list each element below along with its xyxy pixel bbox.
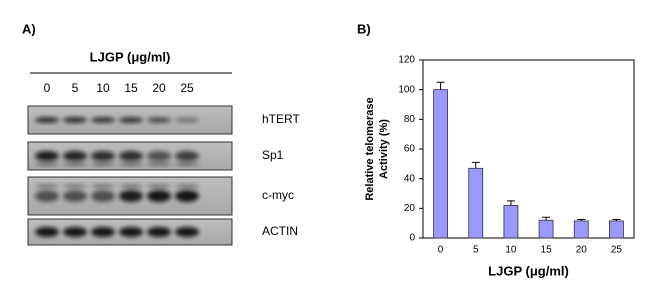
lane-label: 10 <box>96 81 110 95</box>
blot-band <box>147 190 171 202</box>
lane-label: 5 <box>72 81 79 95</box>
blot-band <box>35 151 59 161</box>
blot-band <box>119 151 143 161</box>
blot-band <box>119 184 143 188</box>
blot-band <box>175 227 199 237</box>
x-tick-label: 0 <box>438 245 444 256</box>
western-blot: 0 5 10 15 20 25 hTERT Sp1 c-myc ACTIN <box>27 81 300 246</box>
blot-band <box>63 190 87 202</box>
blot-band <box>63 184 87 188</box>
bar <box>609 220 624 239</box>
blot-band <box>63 227 87 237</box>
blot-band <box>35 227 59 237</box>
blot-band <box>91 227 115 237</box>
plot-frame <box>422 59 635 239</box>
y-tick-label: 120 <box>398 55 415 66</box>
blot-band <box>147 184 171 188</box>
blot-band <box>63 151 87 161</box>
x-axis-label: LJGP (μg/ml) <box>488 263 569 278</box>
blot-band <box>35 162 59 166</box>
blot-band <box>119 117 143 123</box>
x-tick-label: 20 <box>576 245 588 256</box>
blot-band <box>91 117 115 123</box>
blot-band <box>63 117 87 123</box>
blot-band <box>119 190 143 202</box>
blot-band <box>147 151 171 161</box>
band-label: c-myc <box>262 188 294 202</box>
treatment-label: LJGP (μg/ml) <box>90 49 171 64</box>
y-tick-label: 100 <box>398 84 415 95</box>
x-tick-label: 5 <box>473 245 479 256</box>
error-bar <box>612 218 621 221</box>
y-axis-label: Relative telomerase <box>364 97 376 200</box>
blot-band <box>119 227 143 237</box>
panel-label: B) <box>357 21 371 36</box>
y-tick-label: 20 <box>404 203 416 214</box>
lane-label: 0 <box>44 81 51 95</box>
x-tick-label: 25 <box>611 245 623 256</box>
blot-band <box>91 190 115 202</box>
error-bar <box>506 200 515 206</box>
blot-band <box>175 162 199 166</box>
bar <box>468 167 484 239</box>
lane-label: 25 <box>180 81 194 95</box>
blot-band <box>147 117 171 123</box>
blot-band <box>63 162 87 166</box>
blot-band <box>35 117 59 123</box>
blot-band <box>147 162 171 166</box>
x-tick-label: 15 <box>541 245 553 256</box>
bar <box>573 220 589 239</box>
blot-band <box>175 117 199 123</box>
band-label: Sp1 <box>262 148 284 162</box>
lane-label: 15 <box>124 81 138 95</box>
bar <box>538 219 554 239</box>
error-bar <box>471 161 480 169</box>
lane-label: 20 <box>152 81 166 95</box>
y-tick-label: 60 <box>404 144 416 155</box>
blot-band <box>91 162 115 166</box>
y-tick-label: 0 <box>409 233 415 244</box>
error-bar <box>542 216 551 221</box>
blot-band <box>91 184 115 188</box>
blot-band <box>35 184 59 188</box>
blot-band <box>175 190 199 202</box>
error-bar <box>436 81 445 90</box>
blot-band <box>91 151 115 161</box>
band-label: ACTIN <box>262 224 298 238</box>
error-bar <box>577 218 586 221</box>
panel-label: A) <box>22 21 36 36</box>
y-axis-label: Activity (%) <box>378 119 390 179</box>
bar <box>433 89 448 239</box>
band-label: hTERT <box>262 112 300 126</box>
blot-band <box>35 190 59 202</box>
y-tick-label: 80 <box>404 114 416 125</box>
blot-band <box>147 227 171 237</box>
y-tick-label: 40 <box>404 173 416 184</box>
blot-band <box>175 151 199 161</box>
blot-band <box>175 184 199 188</box>
x-tick-label: 10 <box>505 245 517 256</box>
blot-band <box>119 162 143 166</box>
bar <box>503 204 519 239</box>
